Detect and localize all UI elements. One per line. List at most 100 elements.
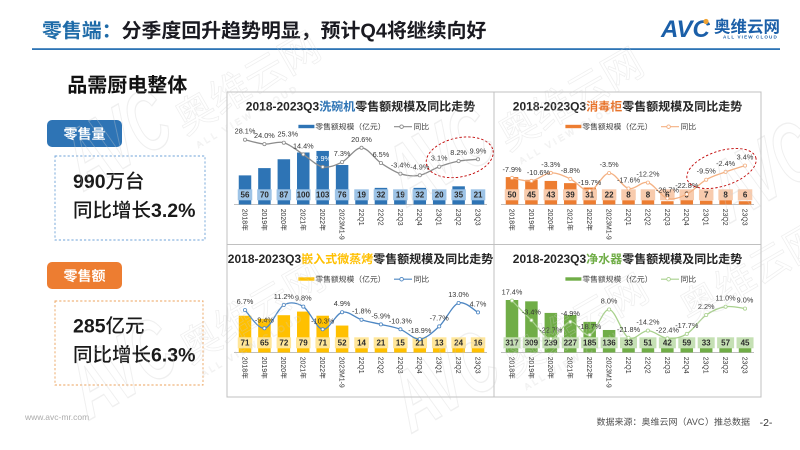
svg-text:AVC: AVC <box>660 16 711 43</box>
svg-text:6.5%: 6.5% <box>373 150 390 159</box>
svg-text:24.0%: 24.0% <box>254 131 275 140</box>
svg-text:22Q4: 22Q4 <box>682 357 689 374</box>
svg-text:2023M1-9: 2023M1-9 <box>338 209 345 240</box>
svg-text:3.2%: 3.2% <box>151 200 195 222</box>
svg-text:22Q2: 22Q2 <box>376 357 383 374</box>
svg-text:2019: 2019 <box>527 357 534 372</box>
svg-text:32: 32 <box>376 191 385 200</box>
svg-text:7.3%: 7.3% <box>334 149 351 158</box>
svg-text:2018: 2018 <box>507 209 514 224</box>
svg-text:136: 136 <box>602 339 616 348</box>
svg-text:23Q2: 23Q2 <box>721 209 728 226</box>
svg-text:33: 33 <box>702 339 711 348</box>
svg-text:103: 103 <box>316 191 330 200</box>
svg-text:-1.8%: -1.8% <box>352 307 372 316</box>
svg-text:-18.9%: -18.9% <box>408 326 432 335</box>
svg-text:23Q3: 23Q3 <box>473 357 480 374</box>
svg-text:-22.8%: -22.8% <box>675 181 699 190</box>
svg-text:33: 33 <box>624 339 633 348</box>
svg-text:42: 42 <box>663 339 672 348</box>
svg-text:23Q3: 23Q3 <box>740 357 747 374</box>
svg-text:17.4%: 17.4% <box>502 288 523 297</box>
svg-text:22Q1: 22Q1 <box>624 209 631 226</box>
svg-text:13: 13 <box>435 339 444 348</box>
svg-text:2022: 2022 <box>585 209 592 224</box>
svg-text:22Q2: 22Q2 <box>643 357 650 374</box>
svg-text:23Q3: 23Q3 <box>740 209 747 226</box>
svg-text:65: 65 <box>260 339 269 348</box>
svg-text:22Q4: 22Q4 <box>415 209 422 226</box>
svg-text:23Q3: 23Q3 <box>473 209 480 226</box>
svg-text:2.2%: 2.2% <box>698 302 715 311</box>
svg-text:71: 71 <box>318 339 327 348</box>
svg-text:2020: 2020 <box>546 357 553 372</box>
svg-text:50: 50 <box>508 191 517 200</box>
svg-text:59: 59 <box>682 339 691 348</box>
svg-text:2.9%: 2.9% <box>314 154 331 163</box>
svg-text:39: 39 <box>566 191 575 200</box>
svg-text:227: 227 <box>564 339 578 348</box>
svg-text:AVC: AVC <box>687 417 705 427</box>
svg-text:-22.4%: -22.4% <box>656 325 680 334</box>
svg-text:2023M1-9: 2023M1-9 <box>605 357 612 388</box>
svg-text:21: 21 <box>415 339 424 348</box>
svg-text:-10.3%: -10.3% <box>311 316 335 325</box>
svg-text:2021: 2021 <box>566 357 573 372</box>
svg-text:100: 100 <box>297 191 311 200</box>
svg-text:3.1%: 3.1% <box>431 154 448 163</box>
svg-text:8.2%: 8.2% <box>450 148 467 157</box>
svg-text:7: 7 <box>704 191 709 200</box>
svg-text:22Q4: 22Q4 <box>415 357 422 374</box>
svg-text:21: 21 <box>474 191 483 200</box>
svg-text:22Q3: 22Q3 <box>396 209 403 226</box>
svg-text:22Q3: 22Q3 <box>663 209 670 226</box>
svg-text:56: 56 <box>241 191 250 200</box>
svg-text:28.1%: 28.1% <box>235 127 256 136</box>
svg-text:2018: 2018 <box>240 357 247 372</box>
svg-text:71: 71 <box>241 339 250 348</box>
svg-text:19: 19 <box>357 191 366 200</box>
svg-text:25.3%: 25.3% <box>277 130 298 139</box>
svg-text:70: 70 <box>260 191 269 200</box>
svg-text:2018-2023Q3: 2018-2023Q3 <box>513 252 587 266</box>
svg-text:4.7%: 4.7% <box>470 299 487 308</box>
svg-text:9.8%: 9.8% <box>295 294 312 303</box>
svg-text:6.3%: 6.3% <box>151 345 195 367</box>
svg-text:-5.9%: -5.9% <box>371 311 391 320</box>
svg-text:-17.6%: -17.6% <box>617 176 641 185</box>
svg-text:-7.9%: -7.9% <box>502 165 522 174</box>
svg-text:2018-2023Q3: 2018-2023Q3 <box>228 252 302 266</box>
svg-text:309: 309 <box>525 339 539 348</box>
svg-text:45: 45 <box>527 191 536 200</box>
svg-text:8: 8 <box>723 191 728 200</box>
svg-text:2018-2023Q3: 2018-2023Q3 <box>246 100 320 114</box>
svg-text:2018: 2018 <box>240 209 247 224</box>
svg-text:15: 15 <box>396 339 405 348</box>
svg-text:11.2%: 11.2% <box>274 292 295 301</box>
svg-text:-12.2%: -12.2% <box>636 170 660 179</box>
svg-text:22Q2: 22Q2 <box>643 209 650 226</box>
svg-text:22Q3: 22Q3 <box>396 357 403 374</box>
svg-text:185: 185 <box>583 339 597 348</box>
svg-text:22Q3: 22Q3 <box>663 357 670 374</box>
svg-text:23Q2: 23Q2 <box>454 357 461 374</box>
svg-text:8: 8 <box>646 191 651 200</box>
svg-text:-4.9%: -4.9% <box>561 309 581 318</box>
svg-text:19: 19 <box>396 191 405 200</box>
svg-text:22Q2: 22Q2 <box>376 209 383 226</box>
svg-text:23Q1: 23Q1 <box>435 209 442 226</box>
svg-text:31: 31 <box>585 191 594 200</box>
svg-text:32: 32 <box>415 191 424 200</box>
svg-text:23Q1: 23Q1 <box>435 357 442 374</box>
svg-text:Q4: Q4 <box>360 21 387 43</box>
svg-text:8: 8 <box>626 191 631 200</box>
svg-text:45: 45 <box>741 339 750 348</box>
svg-text:2020: 2020 <box>279 357 286 372</box>
svg-text:79: 79 <box>299 339 308 348</box>
svg-text:52: 52 <box>338 339 347 348</box>
svg-text:285: 285 <box>73 316 106 338</box>
svg-text:www.avc-mr.com: www.avc-mr.com <box>24 412 89 422</box>
svg-text:2018: 2018 <box>507 357 514 372</box>
svg-text:51: 51 <box>643 339 652 348</box>
svg-text:6: 6 <box>665 191 670 200</box>
